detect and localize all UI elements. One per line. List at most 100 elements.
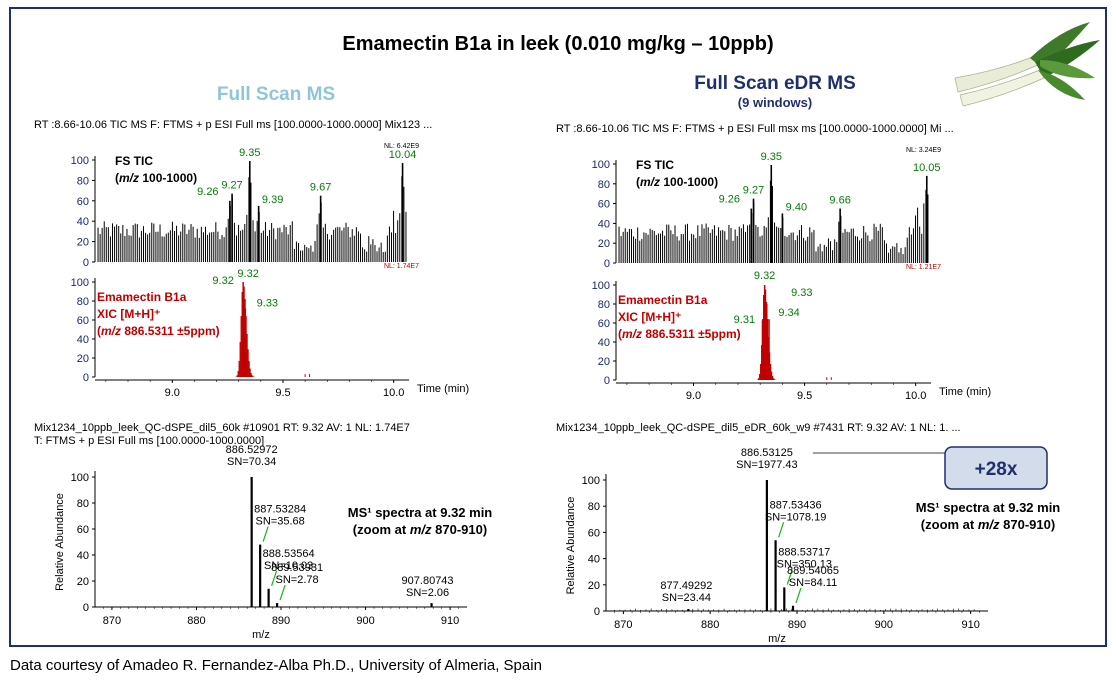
tic-nl-label: NL: 3.24E9	[906, 147, 941, 154]
spectrum-y-axis-title: Relative Abundance	[54, 493, 66, 591]
tic-y-tick-label: 80	[77, 175, 89, 187]
spectrum-y-tick-label: 20	[77, 576, 89, 588]
spectrum-peak-mz: 887.53284	[254, 504, 306, 516]
mass-window-text: 886.5311 ±5ppm)	[642, 327, 741, 341]
peak-leader-line	[778, 522, 785, 538]
spectrum-peak-mz: 907.80743	[402, 575, 454, 587]
peak-leader-line	[271, 570, 278, 586]
tic-y-tick-label: 20	[598, 238, 610, 250]
rt-x-tick-label: 9.5	[275, 387, 290, 399]
spectrum-peak-sn: SN=10.03	[264, 560, 313, 572]
tic-trace-label: FS TIC	[636, 158, 674, 172]
xic-ion-label: XIC [M+H]⁺	[618, 310, 681, 324]
spectrum-peak-sn: SN=350.13	[777, 558, 832, 570]
xic-mass-window: (m/z 886.5311 ±5ppm)	[618, 327, 741, 341]
xic-y-tick-label: 20	[77, 353, 89, 365]
peak-leader-line	[795, 587, 802, 603]
tic-y-tick-label: 20	[77, 237, 89, 249]
spectrum-peak-sn: SN=23.44	[662, 592, 711, 604]
spectrum-x-tick-label: 880	[701, 619, 719, 631]
xic-compound-label: Emamectin B1a	[97, 290, 187, 304]
mz-italic: m/z	[622, 327, 642, 341]
spectrum-peak-mz: 877.49292	[660, 580, 712, 592]
tic-y-tick-label: 0	[604, 258, 610, 270]
rt-x-tick-label: 9.0	[686, 390, 701, 402]
xic-nl-label: NL: 1.74E7	[384, 263, 419, 270]
chromatogram-header: RT :8.66-10.06 TIC MS F: FTMS + p ESI Fu…	[556, 123, 954, 135]
mz-italic: m/z	[640, 175, 660, 189]
peak-leader-line	[262, 526, 269, 542]
mz-italic: m/z	[978, 517, 1000, 532]
tic-y-tick-label: 60	[77, 196, 89, 208]
spectrum-peak-sn: SN=1977.43	[736, 459, 797, 471]
xic-y-tick-label: 0	[604, 375, 610, 387]
zoom-text: (zoom at	[353, 522, 410, 537]
spectrum-annotation: MS¹ spectra at 9.32 min	[916, 500, 1061, 515]
spectrum-annotation: MS¹ spectra at 9.32 min	[348, 505, 493, 520]
xic-ion-label: XIC [M+H]⁺	[97, 307, 160, 321]
tic-peak-label: 9.26	[719, 194, 740, 206]
figure-canvas: Emamectin B1a in leek (0.010 mg/kg – 10p…	[34, 22, 1100, 645]
spectrum-x-tick-label: 870	[614, 619, 632, 631]
xic-peak-label: 9.32	[754, 270, 775, 282]
panel-header: Full Scan MS	[217, 84, 335, 105]
panel-full-scan-ms: Full Scan MS RT :8.66-10.06 TIC MS F: FTM…	[34, 84, 492, 641]
tic-peak-label: 9.66	[829, 195, 850, 207]
xic-y-tick-label: 100	[592, 280, 610, 292]
spectrum-y-tick-label: 100	[582, 475, 600, 487]
tic-peak-label: 9.27	[221, 180, 242, 192]
spectrum-x-axis-title: m/z	[252, 629, 270, 641]
tic-peak-label: 9.35	[761, 151, 782, 163]
zoom-range: 870-910)	[1000, 517, 1056, 532]
xic-compound-label: Emamectin B1a	[618, 293, 708, 307]
peak-leader-line	[279, 584, 286, 601]
tic-y-tick-label: 100	[592, 159, 610, 171]
tic-peak-label: 9.27	[743, 185, 764, 197]
xic-mass-window: (m/z 886.5311 ±5ppm)	[97, 324, 220, 338]
tic-peak-label: 9.35	[239, 147, 260, 159]
xic-y-tick-label: 60	[598, 318, 610, 330]
spectrum-y-tick-label: 0	[83, 602, 89, 614]
spectrum-peak-mz: 889.54065	[787, 565, 839, 577]
tic-y-tick-label: 100	[71, 155, 89, 167]
xic-peak-label: 9.34	[778, 307, 799, 319]
rt-x-tick-label: 9.5	[797, 390, 812, 402]
tic-y-tick-label: 80	[598, 179, 610, 191]
spectrum-y-tick-label: 60	[588, 527, 600, 539]
spectrum-peak-mz: 888.53564	[263, 548, 315, 560]
zoom-range: 870-910)	[432, 522, 488, 537]
spectrum-peak-mz: 889.53931	[271, 562, 323, 574]
rt-axis-title: Time (min)	[417, 383, 469, 395]
xic-y-tick-label: 0	[83, 372, 89, 384]
footer-credit: Data courtesy of Amadeo R. Fernandez-Alb…	[10, 657, 542, 674]
spectrum-y-tick-label: 80	[588, 501, 600, 513]
xic-y-tick-label: 20	[598, 356, 610, 368]
spectrum-peak-mz: 886.53125	[741, 447, 793, 459]
tic-nl-label: NL: 6.42E9	[384, 143, 419, 150]
xic-peak-label: 9.31	[734, 314, 755, 326]
xic-y-tick-label: 60	[77, 315, 89, 327]
tic-mass-range: (m/z 100-1000)	[636, 175, 718, 189]
spectrum-x-tick-label: 890	[272, 615, 290, 627]
spectrum-y-axis-title: Relative Abundance	[565, 497, 577, 595]
xic-peak-label: 9.32	[212, 275, 233, 287]
rt-x-tick-label: 10.0	[383, 387, 404, 399]
sensitivity-badge-label: +28x	[975, 459, 1018, 480]
rt-x-tick-label: 9.0	[165, 387, 180, 399]
zoom-text: (zoom at	[921, 517, 978, 532]
leek-photo-icon	[954, 22, 1100, 107]
xic-y-tick-label: 80	[598, 299, 610, 311]
tic-peak-label: 10.04	[389, 149, 417, 161]
tic-peak-label: 9.39	[262, 194, 283, 206]
tic-y-tick-label: 60	[598, 199, 610, 211]
spectrum-x-tick-label: 900	[356, 615, 374, 627]
spectrum-peak-mz: 886.52972	[226, 444, 278, 456]
xic-y-tick-label: 80	[77, 296, 89, 308]
spectrum-peak-sn: SN=2.06	[406, 587, 449, 599]
spectrum-x-axis-title: m/z	[768, 633, 786, 645]
spectrum-zoom-note: (zoom at m/z 870-910)	[353, 522, 487, 537]
peak-leader-line	[786, 569, 793, 585]
mz-italic: m/z	[410, 522, 432, 537]
spectrum-peak-sn: SN=84.11	[789, 577, 837, 589]
sensitivity-badge	[944, 446, 1048, 490]
